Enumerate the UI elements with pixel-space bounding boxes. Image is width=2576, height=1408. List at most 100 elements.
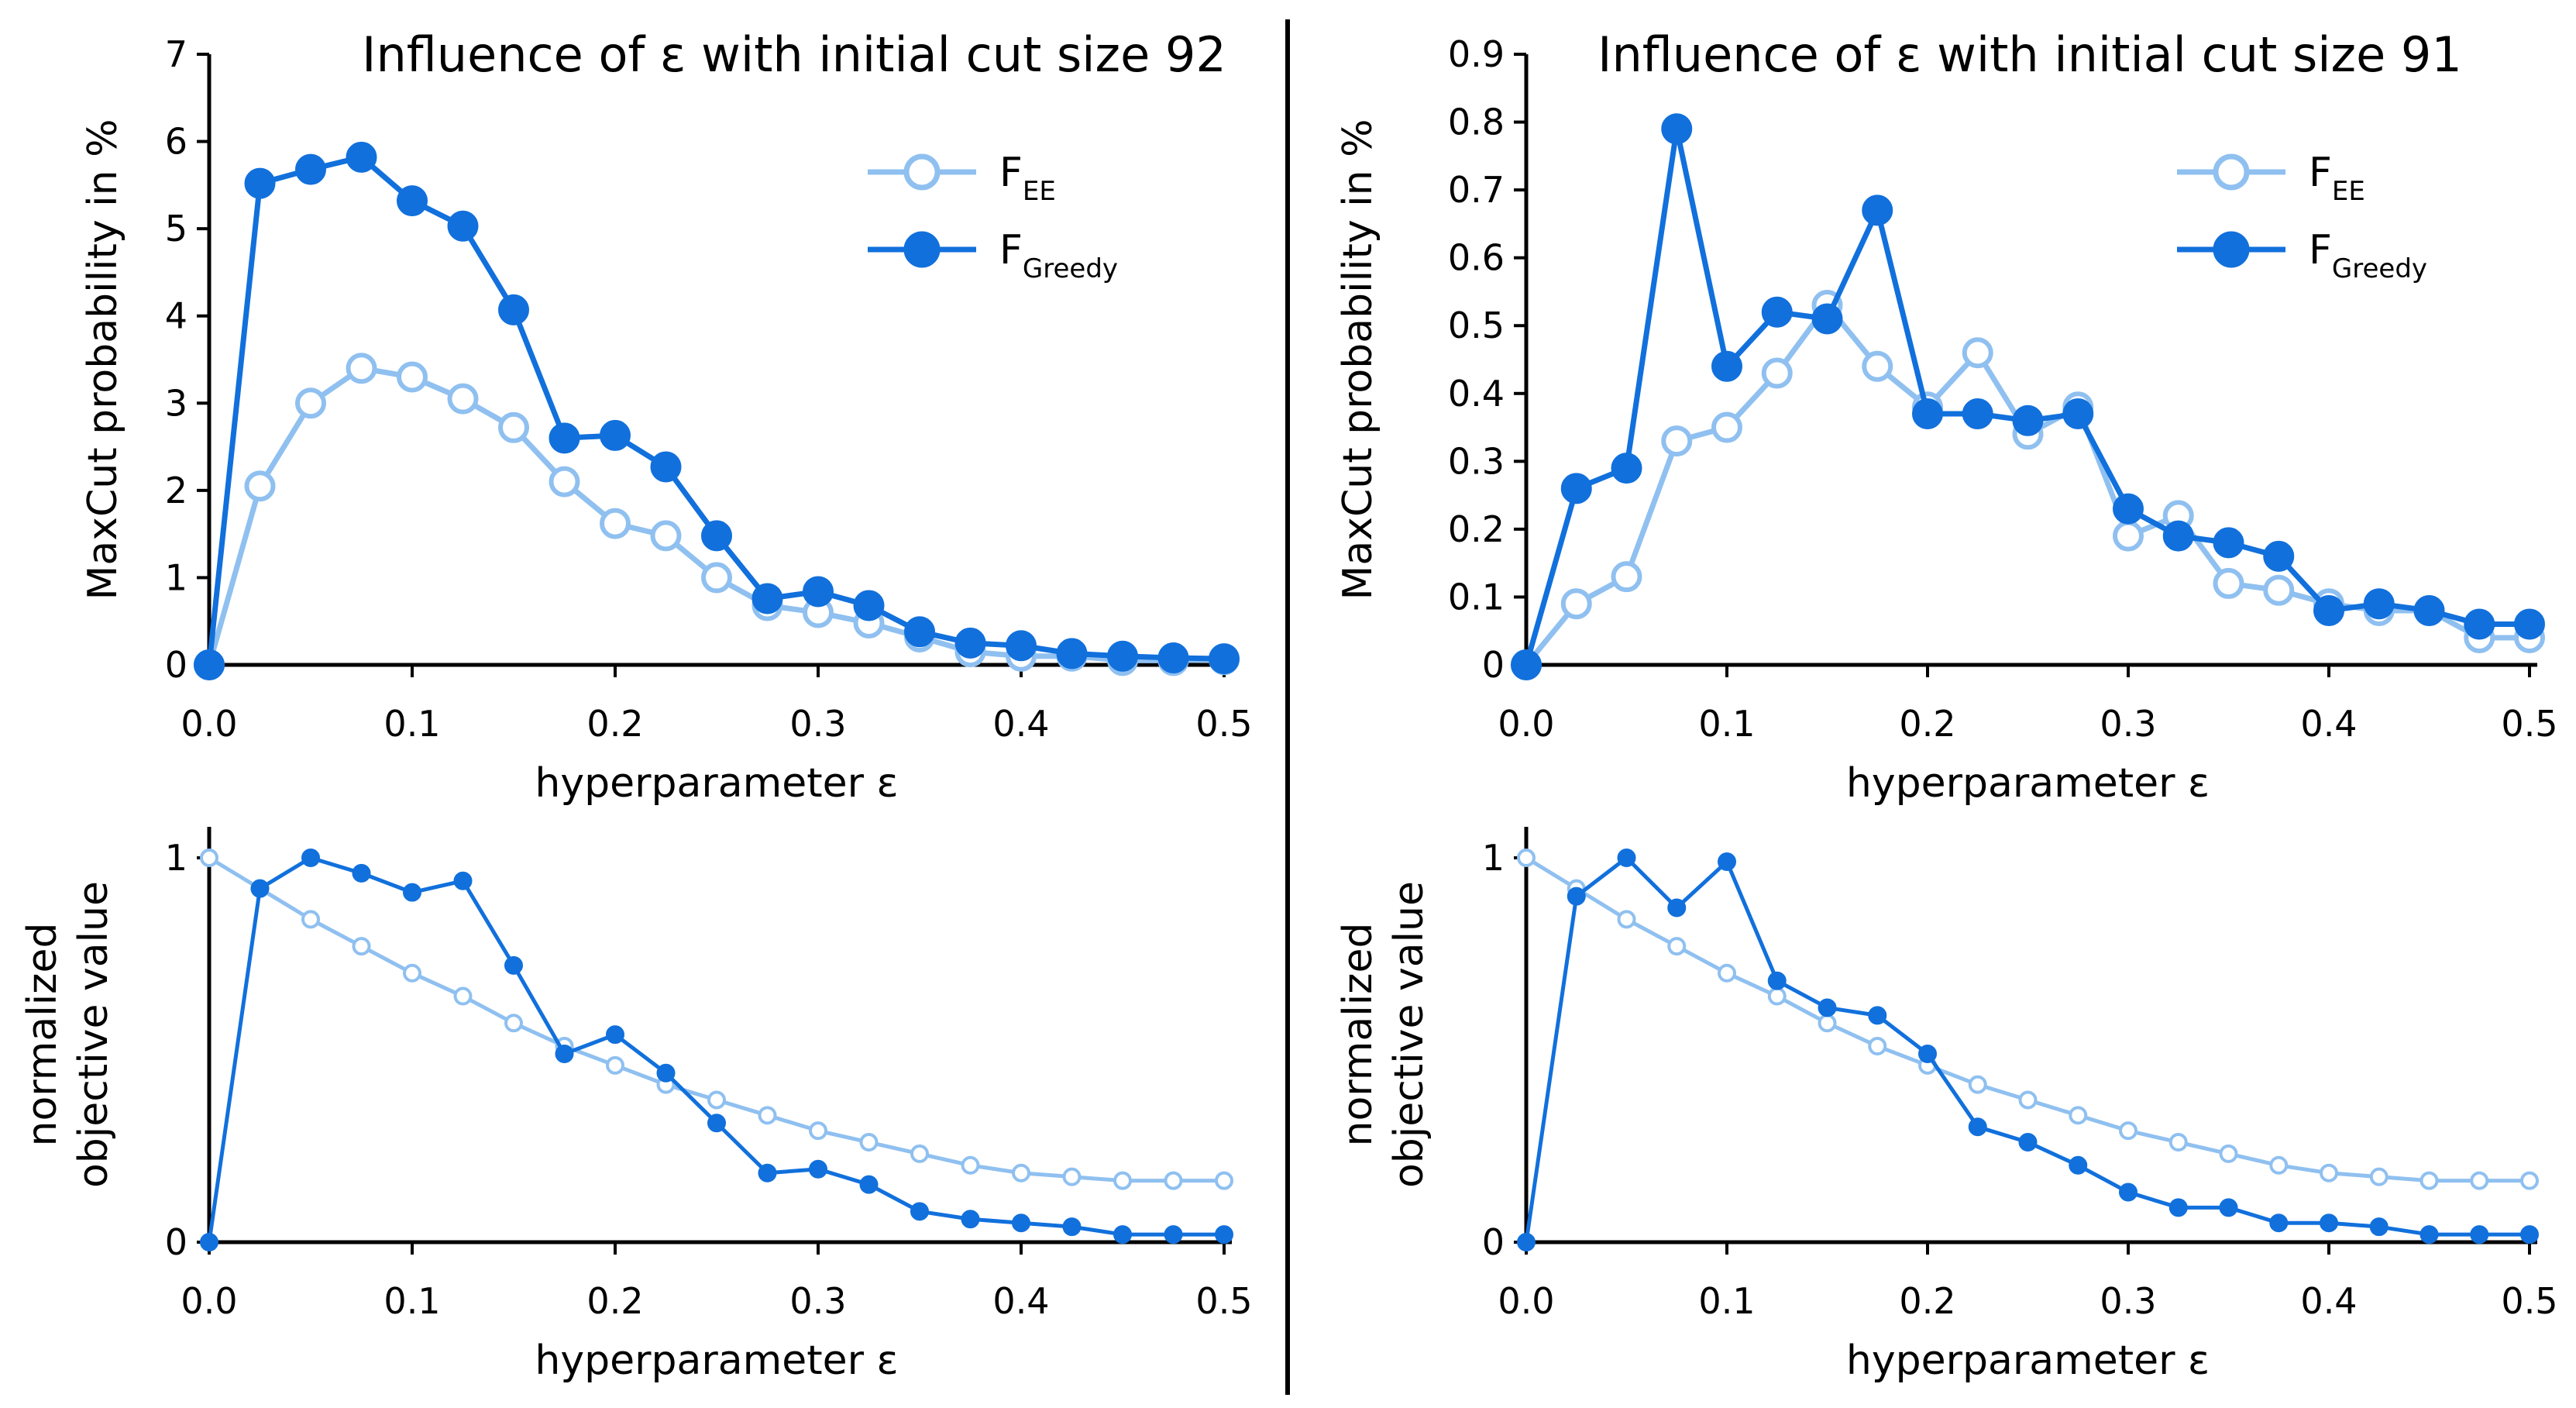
data-point-greedy bbox=[1164, 1225, 1183, 1244]
data-point-ee bbox=[2168, 1133, 2188, 1152]
data-point-ee bbox=[1215, 1171, 1233, 1190]
chart-top-right: 0.0 0.1 0.2 0.3 0.4 0.5 0 0.1 0.2 0.3 0.4 0.5 0.6 0.7… bbox=[1335, 26, 2558, 807]
data-point-greedy bbox=[910, 1202, 929, 1221]
data-point-greedy bbox=[2113, 493, 2144, 525]
data-point-greedy bbox=[549, 422, 580, 454]
data-point-greedy bbox=[1868, 1006, 1887, 1025]
data-point-greedy bbox=[606, 1025, 624, 1045]
data-point-ee bbox=[701, 562, 732, 594]
data-point-ee bbox=[1711, 411, 1742, 443]
data-point-ee bbox=[1517, 849, 1536, 867]
data-point-ee bbox=[2520, 1171, 2539, 1190]
data-point-ee bbox=[1767, 986, 1787, 1006]
data-point-greedy bbox=[1560, 473, 1592, 504]
legend-label-main: F bbox=[2309, 227, 2332, 274]
data-point-ee bbox=[1617, 910, 1636, 929]
data-point-greedy bbox=[2162, 520, 2194, 552]
data-point-greedy bbox=[2514, 608, 2545, 640]
y-tick-label: 0 bbox=[1482, 644, 1505, 686]
x-axis-label: hyperparameter ε bbox=[535, 760, 898, 807]
legend-label-sub: Greedy bbox=[1023, 253, 1118, 284]
data-point-greedy bbox=[2313, 594, 2344, 626]
data-point-ee bbox=[1661, 425, 1693, 457]
data-point-greedy bbox=[1617, 849, 1636, 867]
data-point-greedy bbox=[295, 153, 326, 185]
x-tick-label: 0.5 bbox=[2501, 703, 2557, 745]
data-point-ee bbox=[244, 470, 276, 502]
data-point-ee bbox=[2320, 1163, 2338, 1183]
data-point-greedy bbox=[504, 955, 523, 975]
data-point-ee bbox=[1862, 350, 1893, 382]
data-point-ee bbox=[2369, 1167, 2389, 1186]
y-tick-label: 0.6 bbox=[1448, 237, 1505, 279]
y-tick-label: 4 bbox=[165, 295, 187, 337]
data-point-greedy bbox=[403, 883, 421, 902]
data-point-greedy bbox=[447, 210, 479, 242]
data-point-greedy bbox=[1056, 638, 1088, 670]
data-point-ee bbox=[1868, 1037, 1887, 1056]
data-point-ee bbox=[2263, 574, 2295, 606]
chart-title: Influence of ε with initial cut size 91 bbox=[1598, 26, 2462, 83]
data-point-greedy bbox=[346, 141, 377, 173]
data-point-ee bbox=[1611, 561, 1642, 593]
data-point-greedy bbox=[809, 1159, 827, 1179]
data-point-ee bbox=[2420, 1171, 2439, 1190]
legend-label-ee: FEE bbox=[999, 150, 1056, 207]
data-point-ee bbox=[295, 387, 326, 419]
x-tick-label: 0.1 bbox=[383, 1280, 440, 1322]
data-point-greedy bbox=[2018, 1133, 2038, 1152]
chart-title: Influence of ε with initial cut size 92 bbox=[362, 26, 1226, 83]
data-point-ee bbox=[1968, 1075, 1987, 1094]
x-axis-label: hyperparameter ε bbox=[535, 1337, 898, 1384]
data-point-ee bbox=[600, 508, 631, 539]
data-point-greedy bbox=[2320, 1213, 2338, 1233]
x-tick-label: 0.5 bbox=[1195, 703, 1252, 745]
y-tick-label: 0 bbox=[1482, 1221, 1505, 1263]
data-point-ee bbox=[1718, 963, 1736, 983]
data-point-greedy bbox=[2263, 540, 2295, 572]
data-point-greedy bbox=[1767, 971, 1787, 990]
data-point-greedy bbox=[1209, 643, 1240, 675]
data-point-greedy bbox=[1107, 640, 1138, 672]
x-tick-label: 0.2 bbox=[586, 703, 643, 745]
y-axis-label: MaxCut probability in % bbox=[1335, 119, 1381, 600]
data-point-greedy bbox=[498, 294, 529, 325]
legend-marker-ee bbox=[2213, 153, 2250, 191]
data-point-greedy bbox=[2413, 594, 2445, 626]
data-point-ee bbox=[1667, 937, 1687, 956]
data-point-greedy bbox=[397, 185, 428, 217]
data-point-greedy bbox=[1661, 113, 1693, 145]
data-point-greedy bbox=[1811, 303, 1843, 335]
data-point-ee bbox=[1062, 1167, 1082, 1186]
data-point-ee bbox=[498, 411, 529, 443]
legend-label-greedy: FGreedy bbox=[999, 227, 1118, 284]
data-point-greedy bbox=[1157, 642, 1189, 673]
legend-label-sub: EE bbox=[2332, 176, 2365, 207]
legend-label-ee: FEE bbox=[2309, 150, 2365, 207]
data-point-ee bbox=[1818, 1014, 1837, 1033]
y-axis-label: normalized objective value bbox=[1335, 881, 1432, 1188]
legend-label-greedy: FGreedy bbox=[2309, 227, 2427, 284]
legend-label-main: F bbox=[2309, 150, 2332, 196]
data-point-greedy bbox=[1517, 1233, 1536, 1251]
y-tick-label: 1 bbox=[165, 556, 187, 598]
x-tick-label: 0.3 bbox=[2100, 703, 2156, 745]
y-tick-label: 6 bbox=[165, 121, 187, 163]
data-point-greedy bbox=[853, 590, 885, 621]
x-tick-label: 0.5 bbox=[2501, 1280, 2557, 1322]
chart-panels: 0.0 0.1 0.2 0.3 0.4 0.5 0 1 2 3 4 5 6 7 hyperparameter… bbox=[19, 26, 2558, 1384]
y-tick-label: 0.2 bbox=[1448, 508, 1505, 550]
legend-label-main: F bbox=[999, 227, 1023, 274]
data-point-greedy bbox=[250, 879, 270, 898]
data-point-greedy bbox=[2069, 1155, 2088, 1175]
chart-bottom-right: 0.0 0.1 0.2 0.3 0.4 0.5 0 1 hyperparameter ε norm… bbox=[1335, 827, 2558, 1384]
data-point-greedy bbox=[1711, 350, 1742, 382]
y-tick-label: 2 bbox=[165, 470, 187, 511]
y-tick-label: 0.7 bbox=[1448, 169, 1505, 211]
data-point-greedy bbox=[555, 1044, 574, 1063]
data-point-greedy bbox=[244, 167, 276, 199]
data-point-greedy bbox=[2012, 404, 2044, 436]
data-point-greedy bbox=[352, 863, 371, 883]
x-tick-label: 0.3 bbox=[2100, 1280, 2156, 1322]
data-point-greedy bbox=[1511, 649, 1542, 680]
